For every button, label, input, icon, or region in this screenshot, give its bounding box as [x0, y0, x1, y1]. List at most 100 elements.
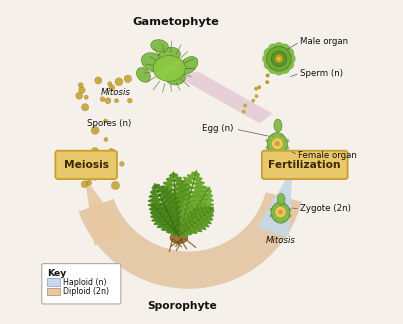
Polygon shape	[177, 229, 180, 233]
Ellipse shape	[275, 203, 279, 207]
Text: Male organ: Male organ	[300, 37, 348, 45]
Ellipse shape	[267, 133, 287, 156]
Text: Mitosis: Mitosis	[101, 88, 131, 97]
Polygon shape	[158, 195, 176, 200]
Polygon shape	[257, 168, 293, 237]
Polygon shape	[198, 220, 209, 227]
Polygon shape	[172, 190, 188, 201]
Polygon shape	[175, 223, 181, 227]
Circle shape	[278, 209, 283, 214]
Polygon shape	[166, 196, 177, 208]
Circle shape	[100, 97, 105, 101]
Circle shape	[108, 167, 112, 171]
Ellipse shape	[282, 218, 287, 222]
Polygon shape	[179, 216, 186, 225]
Polygon shape	[159, 204, 177, 209]
Polygon shape	[175, 230, 179, 233]
Polygon shape	[193, 208, 198, 220]
Ellipse shape	[265, 139, 270, 143]
Polygon shape	[173, 230, 177, 235]
Polygon shape	[189, 193, 208, 199]
Polygon shape	[183, 177, 193, 184]
Ellipse shape	[284, 146, 289, 150]
Polygon shape	[163, 207, 168, 217]
Text: Haploid (n): Haploid (n)	[63, 278, 106, 286]
Polygon shape	[174, 186, 189, 197]
Polygon shape	[171, 194, 187, 206]
Ellipse shape	[170, 232, 188, 243]
Circle shape	[262, 53, 272, 64]
Polygon shape	[180, 210, 188, 221]
Circle shape	[110, 149, 116, 156]
Polygon shape	[152, 216, 163, 221]
Circle shape	[243, 104, 247, 108]
Polygon shape	[163, 182, 174, 187]
Polygon shape	[161, 209, 177, 214]
Circle shape	[114, 98, 118, 103]
Circle shape	[266, 74, 270, 77]
Polygon shape	[177, 228, 180, 233]
Text: Gametophyte: Gametophyte	[132, 17, 219, 27]
Circle shape	[255, 94, 258, 98]
Polygon shape	[175, 184, 188, 190]
Polygon shape	[163, 214, 177, 218]
Polygon shape	[177, 201, 193, 209]
Polygon shape	[204, 206, 208, 213]
Polygon shape	[197, 207, 202, 218]
Polygon shape	[182, 224, 187, 231]
Circle shape	[108, 168, 112, 172]
Polygon shape	[183, 220, 194, 225]
Polygon shape	[174, 173, 177, 178]
Polygon shape	[174, 228, 179, 234]
Circle shape	[108, 82, 112, 86]
Ellipse shape	[179, 56, 198, 74]
Circle shape	[280, 64, 290, 74]
Polygon shape	[173, 231, 176, 236]
Circle shape	[83, 152, 89, 157]
Circle shape	[257, 86, 261, 89]
Polygon shape	[154, 220, 166, 225]
Polygon shape	[157, 204, 161, 211]
Polygon shape	[166, 178, 174, 182]
Circle shape	[91, 126, 99, 134]
Polygon shape	[178, 223, 185, 228]
Circle shape	[79, 87, 85, 93]
Polygon shape	[181, 225, 189, 230]
Polygon shape	[158, 199, 176, 204]
Polygon shape	[179, 228, 182, 233]
Polygon shape	[148, 202, 164, 207]
Circle shape	[115, 78, 123, 86]
Polygon shape	[170, 173, 174, 179]
Text: Spores (n): Spores (n)	[87, 119, 132, 128]
Circle shape	[95, 153, 103, 161]
Circle shape	[275, 206, 286, 217]
Polygon shape	[188, 228, 197, 233]
Polygon shape	[192, 185, 206, 190]
Polygon shape	[195, 172, 199, 178]
Circle shape	[93, 171, 101, 179]
Polygon shape	[191, 226, 202, 232]
Polygon shape	[177, 183, 191, 192]
Polygon shape	[79, 192, 301, 289]
Ellipse shape	[271, 202, 290, 223]
Ellipse shape	[277, 193, 285, 205]
Ellipse shape	[282, 203, 287, 207]
Polygon shape	[154, 214, 170, 219]
Polygon shape	[185, 230, 191, 235]
Polygon shape	[149, 194, 160, 199]
Ellipse shape	[274, 119, 282, 132]
Polygon shape	[182, 232, 185, 237]
Ellipse shape	[166, 71, 185, 85]
Polygon shape	[183, 200, 193, 214]
Polygon shape	[179, 223, 184, 229]
Text: Diploid (2n): Diploid (2n)	[63, 287, 109, 296]
Circle shape	[91, 147, 99, 155]
Bar	[47, 288, 60, 295]
Polygon shape	[201, 218, 211, 224]
Circle shape	[242, 110, 246, 113]
Circle shape	[86, 180, 92, 185]
Polygon shape	[205, 193, 213, 198]
Circle shape	[111, 181, 120, 190]
Polygon shape	[188, 220, 202, 225]
Circle shape	[109, 148, 113, 153]
